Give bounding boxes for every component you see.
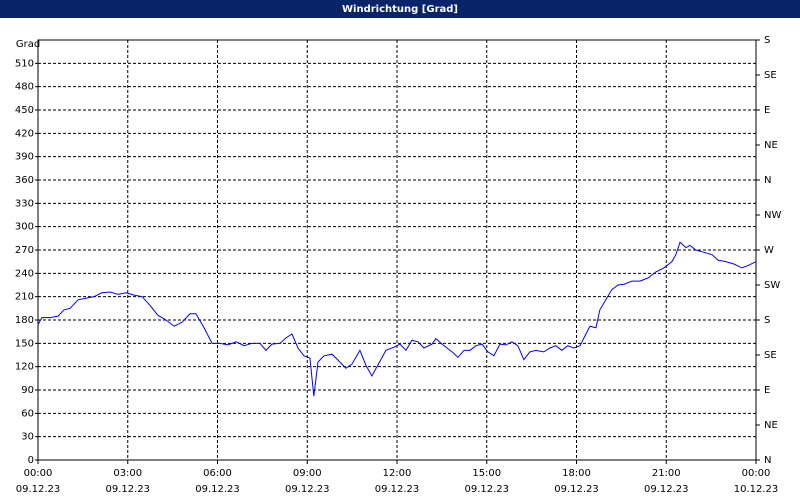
y-tick-label: 150 [15, 338, 34, 349]
y2-tick-label: NE [764, 140, 778, 151]
x-tick-date: 09.12.23 [285, 484, 330, 495]
x-tick-label: 21:00 [652, 468, 681, 479]
y-tick-label: 390 [15, 152, 34, 163]
x-tick-label: 15:00 [472, 468, 501, 479]
y-tick-label: 120 [15, 362, 34, 373]
y2-tick-label: W [764, 245, 774, 256]
y2-tick-label: NW [764, 210, 781, 221]
y-tick-label: 420 [15, 128, 34, 139]
y2-tick-label: N [764, 175, 771, 186]
y2-tick-label: SW [764, 280, 780, 291]
y2-tick-label: SE [764, 70, 777, 81]
y2-tick-label: E [764, 385, 770, 396]
y-tick-label: 180 [15, 315, 34, 326]
x-tick-label: 03:00 [113, 468, 142, 479]
x-tick-date: 09.12.23 [105, 484, 150, 495]
y-tick-label: 480 [15, 82, 34, 93]
data-line [37, 241, 757, 397]
y-tick-label: 30 [21, 432, 34, 443]
y2-tick-label: SE [764, 350, 777, 361]
x-tick-date: 09.12.23 [195, 484, 240, 495]
x-tick-date: 09.12.23 [375, 484, 420, 495]
title-bar [0, 0, 800, 18]
y-tick-label: 330 [15, 198, 34, 209]
y2-tick-label: S [764, 315, 770, 326]
y-axis-label: Grad [16, 39, 40, 50]
x-tick-label: 18:00 [562, 468, 591, 479]
x-tick-label: 00:00 [742, 468, 771, 479]
x-tick-label: 12:00 [383, 468, 412, 479]
x-tick-date: 09.12.23 [644, 484, 689, 495]
y2-tick-label: N [764, 455, 771, 466]
x-tick-date: 10.12.23 [734, 484, 779, 495]
x-tick-date: 09.12.23 [554, 484, 599, 495]
y-tick-label: 90 [21, 385, 34, 396]
y2-tick-label: S [764, 35, 770, 46]
y-tick-label: 450 [15, 105, 34, 116]
y-tick-label: 300 [15, 222, 34, 233]
x-tick-label: 00:00 [24, 468, 53, 479]
y-tick-label: 360 [15, 175, 34, 186]
x-tick-date: 09.12.23 [464, 484, 509, 495]
y-tick-label: 60 [21, 408, 34, 419]
chart-title: Windrichtung [Grad] [342, 4, 458, 15]
y-tick-label: 510 [15, 58, 34, 69]
y2-tick-label: NE [764, 420, 778, 431]
x-tick-date: 09.12.23 [16, 484, 61, 495]
y2-tick-label: E [764, 105, 770, 116]
y-tick-label: 240 [15, 268, 34, 279]
y-tick-label: 210 [15, 292, 34, 303]
x-tick-label: 09:00 [293, 468, 322, 479]
x-tick-label: 06:00 [203, 468, 232, 479]
y-tick-label: 0 [28, 455, 34, 466]
y-tick-label: 270 [15, 245, 34, 256]
